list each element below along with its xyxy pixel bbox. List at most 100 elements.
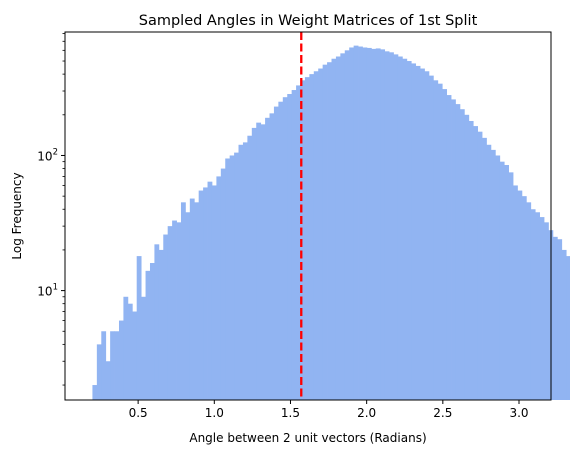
histogram-bar	[234, 152, 239, 400]
histogram-bar	[101, 331, 107, 400]
histogram-bar	[296, 85, 301, 400]
histogram-bar	[238, 144, 244, 400]
x-axis-ticks: 0.5 1.0 1.5 2.0 2.5 3.0	[129, 400, 529, 420]
histogram-bar	[194, 202, 200, 400]
histogram-bar	[344, 50, 350, 400]
histogram-bar	[495, 155, 501, 400]
histogram-bar	[482, 137, 487, 401]
histogram-bar	[526, 202, 532, 400]
histogram-bar	[282, 97, 288, 400]
histogram-bar	[415, 65, 421, 401]
histogram-bar	[539, 217, 545, 400]
histogram-bar	[163, 234, 169, 400]
histogram-bar	[118, 320, 124, 400]
histogram-bar	[437, 83, 443, 400]
histogram-bar	[185, 212, 191, 400]
histogram-bar	[141, 296, 146, 400]
x-tick-label: 2.0	[357, 406, 376, 420]
histogram-bar	[335, 56, 341, 400]
histogram-bar	[105, 361, 111, 400]
histogram-bar	[442, 89, 448, 400]
histogram-bar	[225, 158, 231, 400]
histogram-bar	[167, 226, 173, 400]
histogram-bar	[211, 185, 217, 400]
histogram-bar	[490, 149, 496, 400]
histogram-bar	[455, 104, 461, 400]
histogram-bar	[309, 74, 315, 401]
histogram-bar	[172, 220, 177, 400]
x-tick-label: 1.0	[205, 406, 224, 420]
histogram-bars	[92, 45, 570, 401]
histogram-bar	[216, 176, 222, 400]
histogram-bar	[189, 198, 195, 400]
x-tick-label: 3.0	[509, 406, 528, 420]
histogram-bar	[331, 58, 337, 400]
histogram-bar	[517, 190, 523, 400]
histogram-bar	[468, 120, 474, 400]
histogram-bar	[530, 209, 536, 400]
histogram-bar	[198, 190, 204, 400]
y-tick-label: 101	[37, 283, 58, 299]
histogram-bar	[477, 131, 483, 400]
histogram-bar	[459, 109, 465, 401]
histogram-bar	[384, 51, 390, 400]
histogram-bar	[114, 331, 120, 400]
histogram-bar	[402, 58, 408, 400]
histogram-bar	[424, 71, 430, 400]
histogram-bar	[269, 113, 275, 400]
histogram-bar	[229, 155, 235, 400]
histogram-bar	[322, 64, 328, 400]
histogram-bar	[136, 256, 142, 400]
histogram-bar	[561, 249, 567, 400]
histogram-bar	[428, 75, 434, 401]
histogram-bar	[278, 101, 284, 401]
histogram-bar	[499, 161, 505, 400]
x-tick-label: 2.5	[433, 406, 452, 420]
histogram-bar	[247, 135, 253, 401]
histogram-bar	[433, 80, 439, 400]
y-axis-label: Log Frequency	[10, 172, 24, 259]
histogram-bar	[123, 296, 129, 400]
histogram-bar	[521, 196, 527, 400]
y-axis-ticks: 101 102	[37, 33, 65, 386]
histogram-bar	[176, 222, 182, 400]
histogram-bar	[349, 47, 355, 400]
histogram-bar	[265, 117, 270, 400]
histogram-bar	[300, 80, 306, 400]
histogram-bar	[327, 62, 332, 400]
histogram-bar	[353, 45, 359, 400]
histogram-bar	[273, 106, 279, 400]
histogram-bar	[362, 47, 368, 400]
histogram-bar	[220, 168, 226, 400]
histogram-bar	[406, 61, 412, 400]
chart-title: Sampled Angles in Weight Matrices of 1st…	[139, 13, 478, 29]
histogram-bar	[256, 122, 262, 400]
histogram-bar	[504, 165, 509, 400]
histogram-bar	[242, 142, 248, 400]
histogram-bar	[358, 46, 363, 400]
histogram-bar	[180, 202, 186, 400]
histogram-bar	[203, 187, 208, 400]
histogram-bar	[318, 68, 324, 400]
histogram-bar	[132, 311, 138, 400]
histogram-bar	[473, 126, 478, 400]
histogram-bar	[291, 90, 297, 400]
histogram-bar	[375, 48, 381, 400]
histogram-bar	[451, 99, 456, 401]
histogram-bar	[313, 71, 319, 400]
x-tick-label: 1.5	[281, 406, 300, 420]
plot-frame	[64, 31, 552, 401]
histogram-bar	[149, 263, 155, 400]
histogram-bar	[251, 127, 257, 400]
histogram-bar	[154, 244, 160, 400]
histogram-bar	[110, 331, 115, 400]
histogram-bar	[380, 49, 386, 401]
histogram-bar	[207, 181, 213, 400]
histogram-bar	[366, 47, 372, 400]
x-tick-label: 0.5	[129, 406, 148, 420]
histogram-bar	[92, 385, 98, 400]
histogram-bar	[566, 256, 570, 400]
histogram-bar	[96, 344, 102, 400]
histogram-bar	[393, 54, 399, 400]
